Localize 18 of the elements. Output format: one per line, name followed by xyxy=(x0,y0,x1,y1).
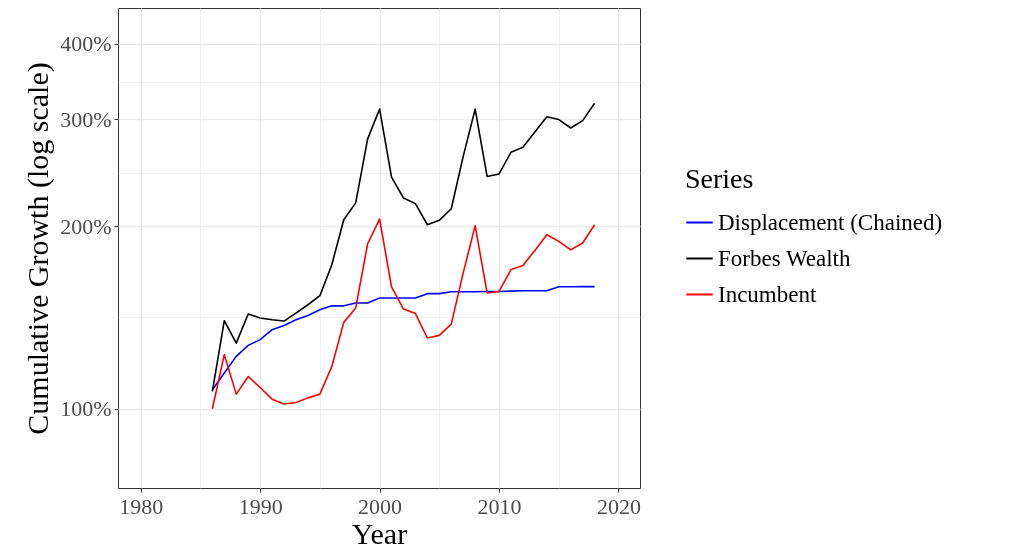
legend-label: Displacement (Chained) xyxy=(718,209,943,235)
legend-title: Series xyxy=(685,163,754,194)
legend-label: Incumbent xyxy=(718,281,817,307)
legend-label: Forbes Wealth xyxy=(718,245,852,271)
x-tick-label: 2000 xyxy=(358,493,403,519)
line-series xyxy=(211,102,596,393)
line-series xyxy=(211,218,596,410)
x-tick-label: 2020 xyxy=(597,493,641,519)
y-tick-label: 100% xyxy=(60,396,112,422)
y-tick-label: 300% xyxy=(60,106,112,132)
y-axis-title: Cumulative Growth (log scale) xyxy=(21,62,56,435)
x-tick-label: 1990 xyxy=(238,493,283,519)
y-tick-label: 200% xyxy=(60,213,112,239)
y-tick-label: 400% xyxy=(60,31,112,57)
x-tick-label: 1980 xyxy=(119,493,164,519)
line-series xyxy=(211,285,596,391)
x-tick-label: 2010 xyxy=(477,493,522,519)
x-axis-title: Year xyxy=(351,516,408,550)
